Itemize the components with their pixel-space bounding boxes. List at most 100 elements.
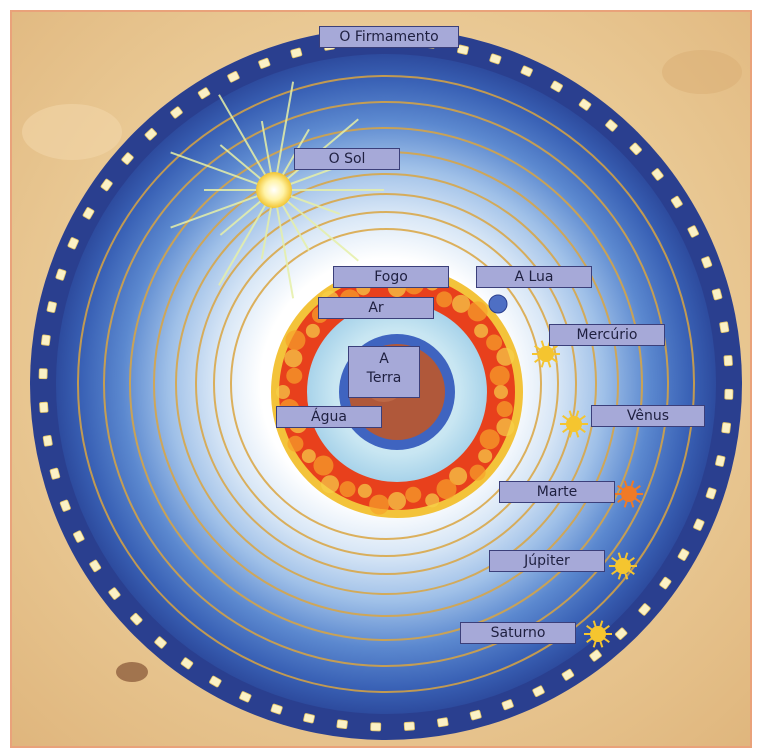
star-icon bbox=[55, 268, 67, 281]
star-icon bbox=[520, 65, 533, 77]
flame-mark bbox=[286, 367, 303, 384]
star-icon bbox=[578, 98, 592, 111]
label-saturno: Saturno bbox=[460, 622, 576, 644]
orbit-ring bbox=[230, 228, 542, 540]
flame-mark bbox=[313, 455, 334, 476]
flame-mark bbox=[339, 481, 356, 498]
star-icon bbox=[711, 288, 723, 301]
flame-mark bbox=[436, 479, 457, 500]
planetary-orbits bbox=[77, 75, 695, 693]
star-icon bbox=[550, 80, 563, 93]
star-icon bbox=[469, 709, 482, 721]
star-icon bbox=[437, 717, 449, 728]
star-icon bbox=[144, 128, 158, 141]
star-icon bbox=[659, 576, 672, 590]
flame-mark bbox=[474, 323, 489, 338]
flame-mark bbox=[388, 492, 406, 510]
star-icon bbox=[49, 467, 61, 480]
firmament-stars bbox=[38, 36, 734, 732]
star-icon bbox=[40, 334, 51, 346]
sun-ray bbox=[218, 189, 275, 286]
planet-icon bbox=[615, 480, 643, 508]
star-icon bbox=[227, 71, 240, 83]
star-icon bbox=[489, 53, 502, 65]
label-mercurio: Mercúrio bbox=[549, 324, 665, 346]
star-icon bbox=[457, 44, 469, 55]
star-icon bbox=[59, 499, 71, 512]
star-icon bbox=[121, 152, 134, 165]
flame-mark bbox=[285, 330, 306, 351]
flame-mark bbox=[452, 294, 471, 313]
planet-body bbox=[615, 558, 631, 574]
sun-ray bbox=[218, 94, 275, 191]
sun-ray bbox=[170, 151, 275, 191]
star-icon bbox=[180, 657, 194, 670]
star-icon bbox=[501, 699, 514, 711]
star-icon bbox=[693, 518, 705, 531]
star-icon bbox=[290, 47, 303, 59]
star-icon bbox=[532, 685, 545, 697]
label-ar: Ar bbox=[318, 297, 434, 319]
flame-mark bbox=[436, 291, 453, 308]
flame-mark bbox=[496, 347, 515, 366]
star-icon bbox=[82, 207, 95, 220]
label-lua: A Lua bbox=[476, 266, 592, 288]
star-icon bbox=[719, 321, 730, 333]
star-icon bbox=[42, 435, 53, 447]
planet-body bbox=[621, 486, 637, 502]
star-icon bbox=[687, 225, 699, 238]
star-icon bbox=[589, 649, 602, 662]
flame-mark bbox=[369, 494, 390, 515]
star-icon bbox=[724, 388, 734, 400]
star-icon bbox=[701, 256, 713, 269]
star-icon bbox=[130, 612, 143, 626]
moon-icon bbox=[488, 294, 508, 314]
star-icon bbox=[370, 722, 382, 732]
planets bbox=[532, 340, 643, 648]
label-venus: Vênus bbox=[591, 405, 705, 427]
star-icon bbox=[614, 627, 628, 640]
star-icon bbox=[46, 301, 57, 313]
flame-mark bbox=[478, 449, 493, 464]
flame-mark bbox=[357, 483, 372, 498]
star-icon bbox=[715, 455, 726, 467]
flame-mark bbox=[405, 486, 422, 503]
flame-mark bbox=[469, 464, 486, 481]
orbit-ring bbox=[103, 101, 669, 667]
star-icon bbox=[209, 675, 222, 688]
flame-mark bbox=[284, 349, 303, 368]
flame-mark bbox=[287, 435, 304, 452]
flame-mark bbox=[320, 475, 339, 494]
sun-icon bbox=[256, 172, 292, 208]
label-firmamento: O Firmamento bbox=[319, 26, 459, 48]
planet-body bbox=[590, 626, 606, 642]
planet-icon bbox=[584, 620, 612, 648]
sun-ray bbox=[273, 189, 295, 299]
label-terra: A Terra bbox=[348, 346, 420, 398]
star-icon bbox=[73, 530, 85, 543]
orbit-ring bbox=[129, 127, 643, 641]
star-icon bbox=[258, 57, 271, 69]
flame-mark bbox=[494, 385, 508, 399]
flame-mark bbox=[486, 334, 503, 351]
star-icon bbox=[108, 587, 121, 600]
sun-ray bbox=[170, 189, 275, 229]
planet-body bbox=[566, 416, 582, 432]
star-icon bbox=[239, 691, 252, 703]
sun-ray bbox=[273, 189, 359, 262]
star-icon bbox=[303, 713, 315, 724]
star-icon bbox=[670, 195, 683, 209]
label-jupiter: Júpiter bbox=[489, 550, 605, 572]
flame-mark bbox=[489, 365, 510, 386]
flame-mark bbox=[425, 493, 440, 508]
star-icon bbox=[67, 237, 79, 250]
orbit-ring bbox=[175, 173, 597, 595]
diagram-frame: O Firmamento O Sol Fogo A Lua Ar Mercúri… bbox=[10, 10, 752, 748]
star-icon bbox=[336, 719, 348, 730]
flame-mark bbox=[479, 429, 500, 450]
label-terra-line2: Terra bbox=[366, 370, 402, 386]
star-icon bbox=[403, 721, 415, 731]
star-icon bbox=[705, 487, 717, 500]
sun-ray bbox=[273, 81, 295, 191]
flame-mark bbox=[496, 418, 515, 437]
